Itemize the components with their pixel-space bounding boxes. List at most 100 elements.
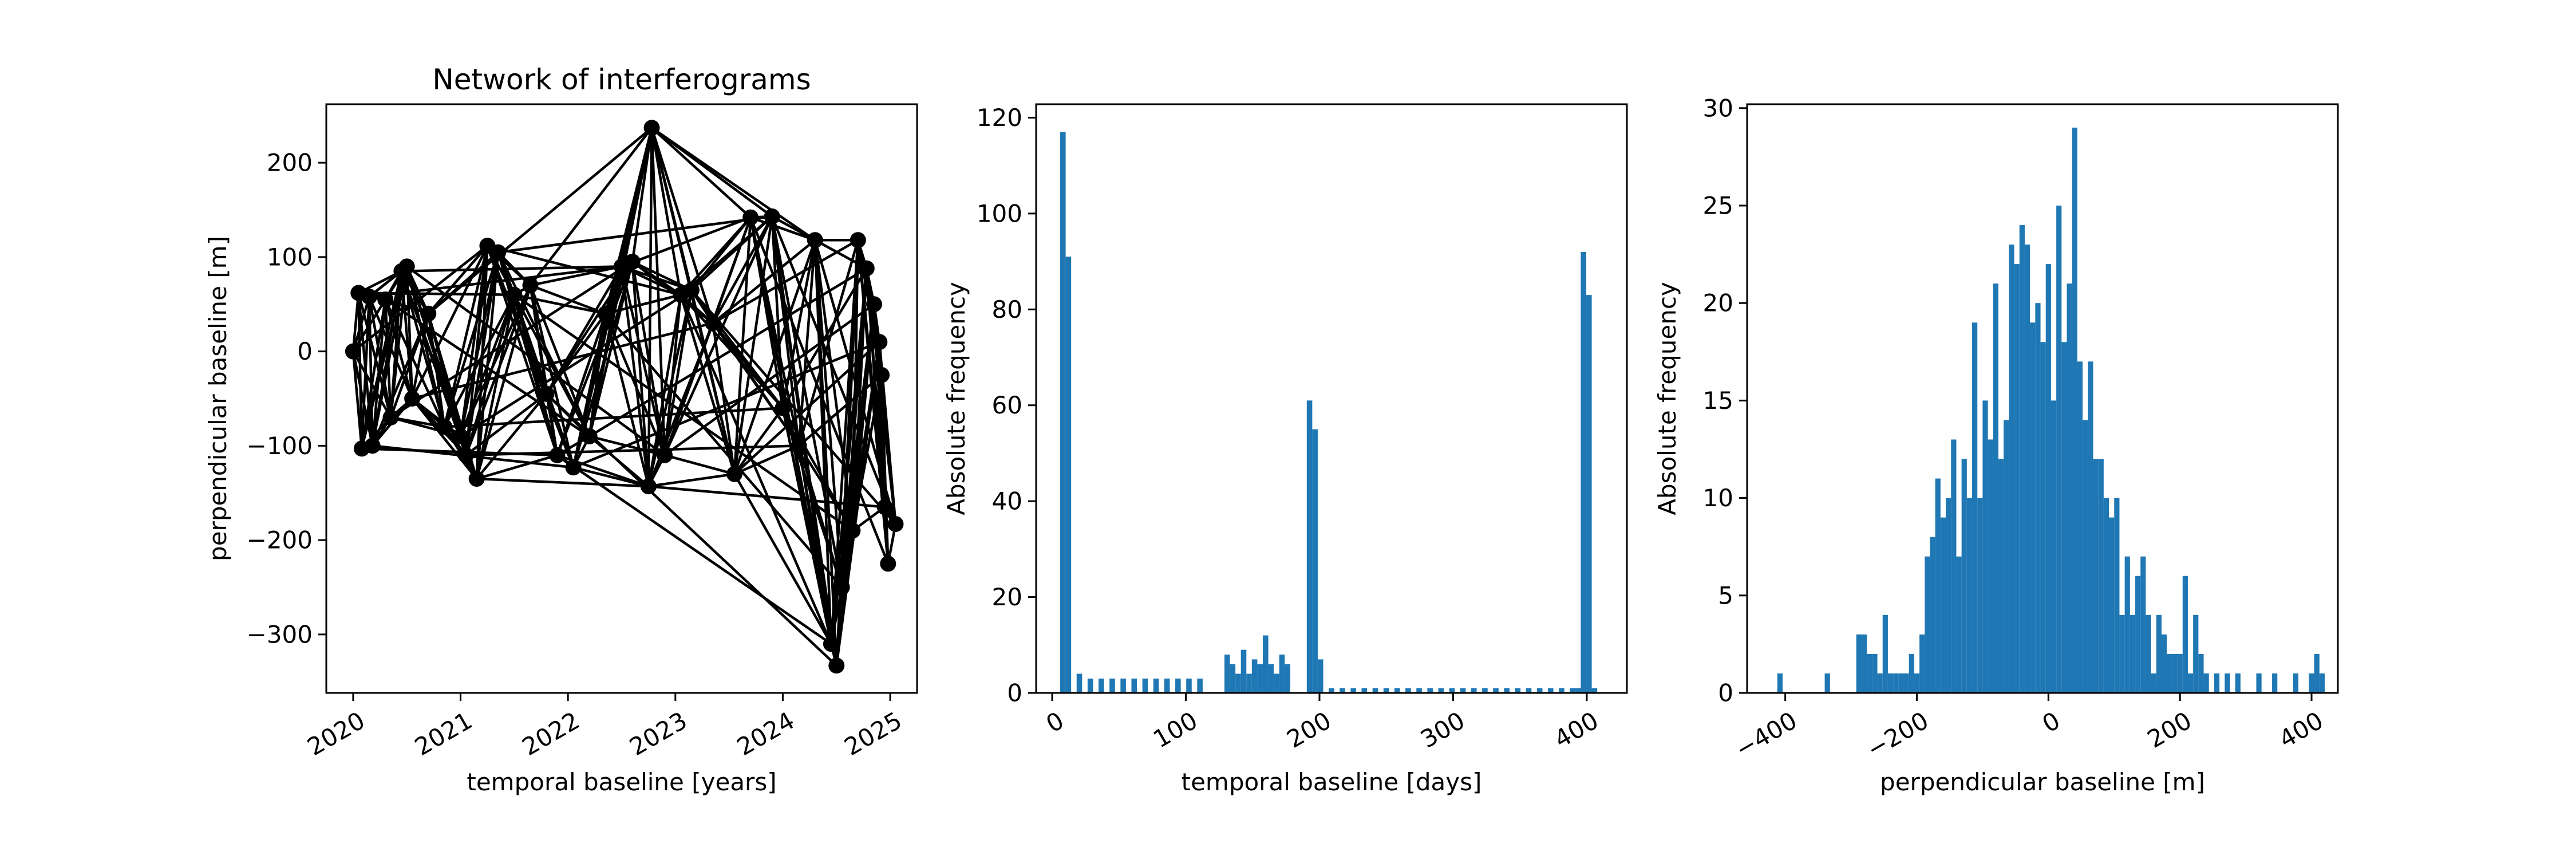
plot-area xyxy=(345,120,904,674)
network-edge xyxy=(690,216,752,291)
network-edge xyxy=(650,126,714,325)
histogram-bar xyxy=(2214,673,2220,693)
network-node xyxy=(880,555,896,572)
network-edge xyxy=(883,506,890,565)
histogram-bar xyxy=(1882,614,1888,693)
histogram-bar xyxy=(1951,439,1957,693)
x-axis-label: temporal baseline [years] xyxy=(467,768,776,796)
network-edge xyxy=(712,321,800,447)
network-edge xyxy=(572,340,881,469)
histogram-bar xyxy=(1274,673,1279,693)
histogram-bar xyxy=(1872,653,1878,693)
histogram-bar xyxy=(2045,264,2051,693)
network-node xyxy=(657,447,673,463)
histogram-bar xyxy=(2056,206,2062,693)
y-axis-label: perpendicular baseline [m] xyxy=(204,236,232,561)
y-tick-label: 100 xyxy=(977,199,1022,227)
network-edge xyxy=(647,484,886,509)
network-node xyxy=(844,522,861,539)
histogram-bar xyxy=(2114,498,2120,693)
histogram-bar xyxy=(1460,688,1466,693)
histogram-bar xyxy=(2088,361,2093,693)
network-edge xyxy=(371,265,408,447)
histogram-bar xyxy=(1966,498,1973,693)
histogram-bar xyxy=(1961,459,1967,693)
network-edge xyxy=(813,238,897,526)
network-node xyxy=(866,296,882,313)
histogram-bar xyxy=(1909,653,1914,693)
histogram-bar xyxy=(1197,678,1203,693)
histogram-bar xyxy=(2135,576,2141,693)
network-edge xyxy=(663,454,736,476)
network-edge xyxy=(781,267,868,409)
network-node xyxy=(581,428,598,444)
histogram-bar xyxy=(2050,400,2057,693)
network-edge xyxy=(690,289,897,526)
network-node xyxy=(490,244,507,261)
network-edge xyxy=(733,472,833,645)
histogram-bar xyxy=(1230,664,1236,693)
network-edge xyxy=(357,270,403,294)
histogram-bar xyxy=(2103,498,2109,693)
network-edge xyxy=(351,244,489,353)
network-edge xyxy=(712,238,860,325)
network-edge xyxy=(443,244,489,428)
histogram-bar xyxy=(2119,614,2125,693)
histogram-bar xyxy=(2124,556,2130,693)
histogram-bar xyxy=(2162,634,2167,693)
network-edge xyxy=(513,293,559,457)
network-node xyxy=(874,367,890,383)
network-edge xyxy=(368,265,623,298)
histogram-bar xyxy=(2061,342,2067,693)
histogram-bar xyxy=(1394,688,1400,693)
histogram-bar xyxy=(1893,673,1899,693)
network-node xyxy=(364,438,381,454)
network-edge xyxy=(486,244,682,297)
chart-title: Network of interferograms xyxy=(432,63,811,96)
histogram-bar xyxy=(1935,478,1941,693)
y-tick-label: −100 xyxy=(247,432,313,460)
histogram-bar xyxy=(1956,556,1962,693)
network-node xyxy=(683,282,700,298)
histogram-bar xyxy=(1087,678,1093,693)
network-edge xyxy=(663,303,876,457)
network-edge xyxy=(427,312,446,428)
network-edge xyxy=(556,454,833,645)
network-edge xyxy=(529,284,575,469)
histogram-bar xyxy=(1306,400,1313,693)
network-edge xyxy=(712,215,773,325)
histogram-bar xyxy=(1993,283,1999,693)
histogram-bar xyxy=(2067,283,2072,693)
histogram-bar xyxy=(2024,245,2030,693)
network-edge xyxy=(880,373,897,526)
x-tick-label: 2020 xyxy=(302,706,369,761)
network-edge xyxy=(604,312,843,589)
network-edge xyxy=(475,454,559,480)
histogram-bar xyxy=(2203,673,2209,693)
histogram-bar xyxy=(2256,673,2262,693)
network-edge xyxy=(631,260,693,291)
histogram-bar xyxy=(2193,614,2199,693)
network-node xyxy=(858,260,875,277)
histogram-bar xyxy=(1482,688,1488,693)
histogram-bar xyxy=(1493,688,1499,693)
histogram-bar xyxy=(2293,673,2299,693)
network-edge xyxy=(357,291,392,419)
network-edge xyxy=(588,267,868,438)
histogram-bar xyxy=(1471,688,1477,693)
histogram-bar xyxy=(1856,634,1862,693)
network-node xyxy=(377,291,394,308)
network-edge xyxy=(513,293,591,438)
histogram-bar xyxy=(2014,264,2020,693)
network-node xyxy=(833,579,850,596)
network-edge xyxy=(384,298,446,428)
network-edge xyxy=(650,126,682,297)
histogram-bar xyxy=(1312,429,1318,693)
network-node xyxy=(705,315,721,332)
histogram-bar xyxy=(1268,664,1274,693)
network-node xyxy=(345,343,361,360)
histogram-bar xyxy=(2235,673,2241,693)
network-edge xyxy=(851,303,876,532)
histogram-bar xyxy=(1076,673,1082,693)
histogram-bar xyxy=(1279,655,1285,693)
